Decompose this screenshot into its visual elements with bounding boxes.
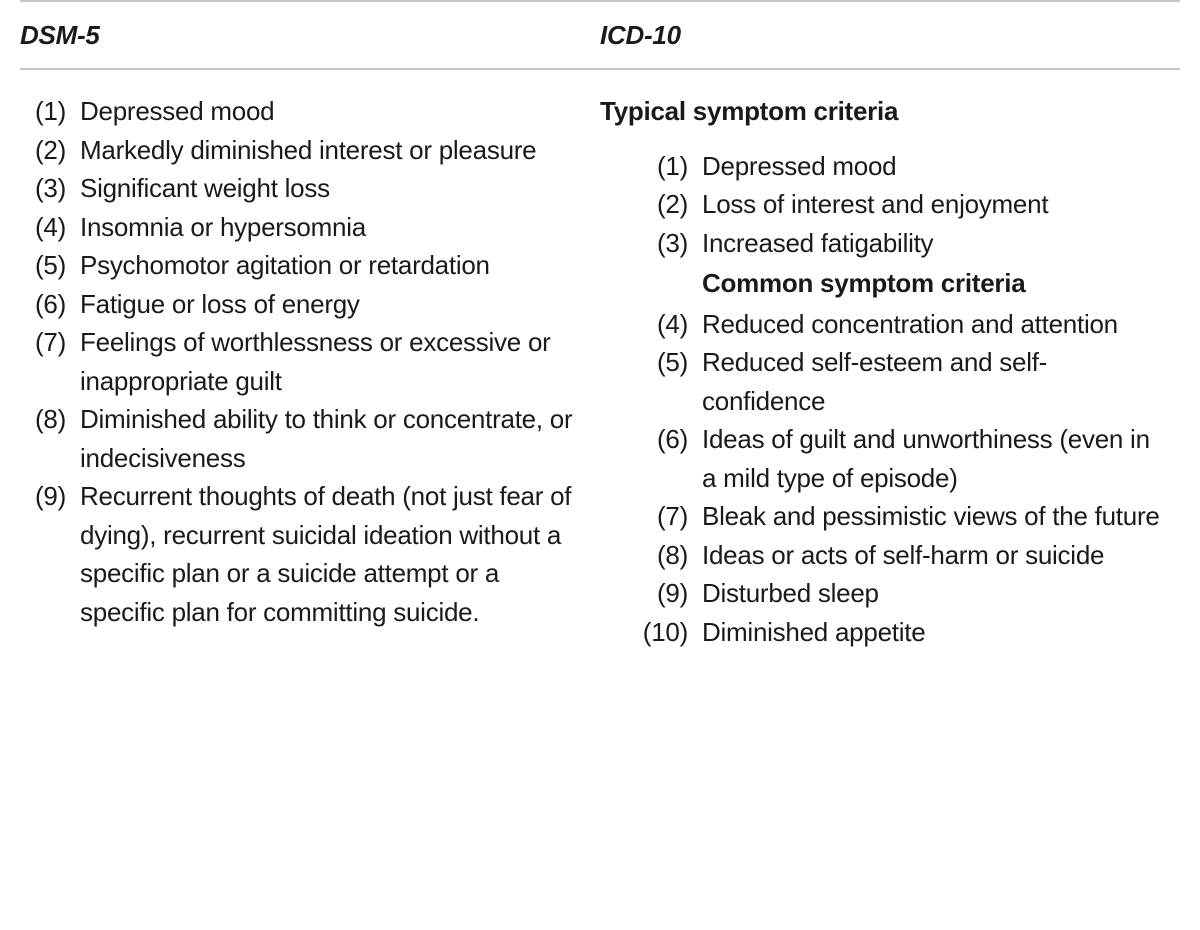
list-text: Markedly diminished interest or pleasure [80, 131, 580, 169]
dsm5-column: (1) Depressed mood (2) Markedly diminish… [20, 92, 600, 651]
list-item: (2) Markedly diminished interest or plea… [20, 131, 580, 169]
list-text: Reduced concentration and attention [702, 305, 1160, 343]
list-number: (2) [20, 131, 80, 169]
list-number: (2) [642, 185, 702, 223]
column-header-dsm5: DSM-5 [20, 16, 600, 54]
list-item: (6) Ideas of guilt and unworthiness (eve… [642, 420, 1160, 497]
icd10-common-heading-row: Common symptom criteria [642, 262, 1160, 304]
list-text: Psychomotor agitation or retardation [80, 246, 580, 284]
list-number: (9) [642, 574, 702, 612]
list-text: Ideas of guilt and unworthiness (even in… [702, 420, 1160, 497]
list-item: (3) Significant weight loss [20, 169, 580, 207]
list-number: (7) [642, 497, 702, 535]
table-header-row: DSM-5 ICD-10 [20, 2, 1180, 70]
list-text: Fatigue or loss of energy [80, 285, 580, 323]
dsm5-list: (1) Depressed mood (2) Markedly diminish… [20, 92, 580, 631]
list-text: Bleak and pessimistic views of the futur… [702, 497, 1160, 535]
list-item: (9) Disturbed sleep [642, 574, 1160, 612]
icd10-common-heading: Common symptom criteria [702, 264, 1160, 302]
list-item: (4) Reduced concentration and attention [642, 305, 1160, 343]
list-item: (7) Bleak and pessimistic views of the f… [642, 497, 1160, 535]
list-text: Ideas or acts of self-harm or suicide [702, 536, 1160, 574]
list-text: Diminished appetite [702, 613, 1160, 651]
list-number: (3) [20, 169, 80, 207]
list-item: (1) Depressed mood [642, 147, 1160, 185]
list-number: (3) [642, 224, 702, 262]
list-text: Feelings of worthlessness or excessive o… [80, 323, 580, 400]
list-text: Increased fatigability [702, 224, 1160, 262]
list-text: Loss of interest and enjoyment [702, 185, 1160, 223]
list-number: (7) [20, 323, 80, 400]
list-text: Reduced self-esteem and self-confidence [702, 343, 1160, 420]
list-text: Recurrent thoughts of death (not just fe… [80, 477, 580, 631]
list-number: (9) [20, 477, 80, 631]
list-number: (6) [20, 285, 80, 323]
icd10-list: (1) Depressed mood (2) Loss of interest … [600, 147, 1160, 651]
table-body-row: (1) Depressed mood (2) Markedly diminish… [20, 70, 1180, 651]
list-text: Depressed mood [80, 92, 580, 130]
list-number: (5) [20, 246, 80, 284]
list-number: (10) [642, 613, 702, 651]
list-item: (8) Ideas or acts of self-harm or suicid… [642, 536, 1160, 574]
list-item: (6) Fatigue or loss of energy [20, 285, 580, 323]
column-header-icd10: ICD-10 [600, 16, 1180, 54]
criteria-table: DSM-5 ICD-10 (1) Depressed mood (2) Mark… [20, 0, 1180, 651]
list-text: Disturbed sleep [702, 574, 1160, 612]
list-item: (7) Feelings of worthlessness or excessi… [20, 323, 580, 400]
list-item: (3) Increased fatigability [642, 224, 1160, 262]
list-item: (5) Psychomotor agitation or retardation [20, 246, 580, 284]
list-text: Depressed mood [702, 147, 1160, 185]
list-number: (8) [20, 400, 80, 477]
list-item: (8) Diminished ability to think or conce… [20, 400, 580, 477]
list-number: (4) [20, 208, 80, 246]
list-text: Diminished ability to think or concentra… [80, 400, 580, 477]
list-item: (9) Recurrent thoughts of death (not jus… [20, 477, 580, 631]
list-item: (10) Diminished appetite [642, 613, 1160, 651]
list-item: (5) Reduced self-esteem and self-confide… [642, 343, 1160, 420]
list-item: (4) Insomnia or hypersomnia [20, 208, 580, 246]
list-number: (8) [642, 536, 702, 574]
list-number: (5) [642, 343, 702, 420]
list-item: (1) Depressed mood [20, 92, 580, 130]
list-number: (1) [20, 92, 80, 130]
list-item: (2) Loss of interest and enjoyment [642, 185, 1160, 223]
icd10-typical-heading: Typical symptom criteria [600, 92, 1160, 130]
icd10-column: Typical symptom criteria (1) Depressed m… [600, 92, 1180, 651]
list-number: (6) [642, 420, 702, 497]
list-text: Significant weight loss [80, 169, 580, 207]
list-number: (4) [642, 305, 702, 343]
list-number: (1) [642, 147, 702, 185]
list-text: Insomnia or hypersomnia [80, 208, 580, 246]
